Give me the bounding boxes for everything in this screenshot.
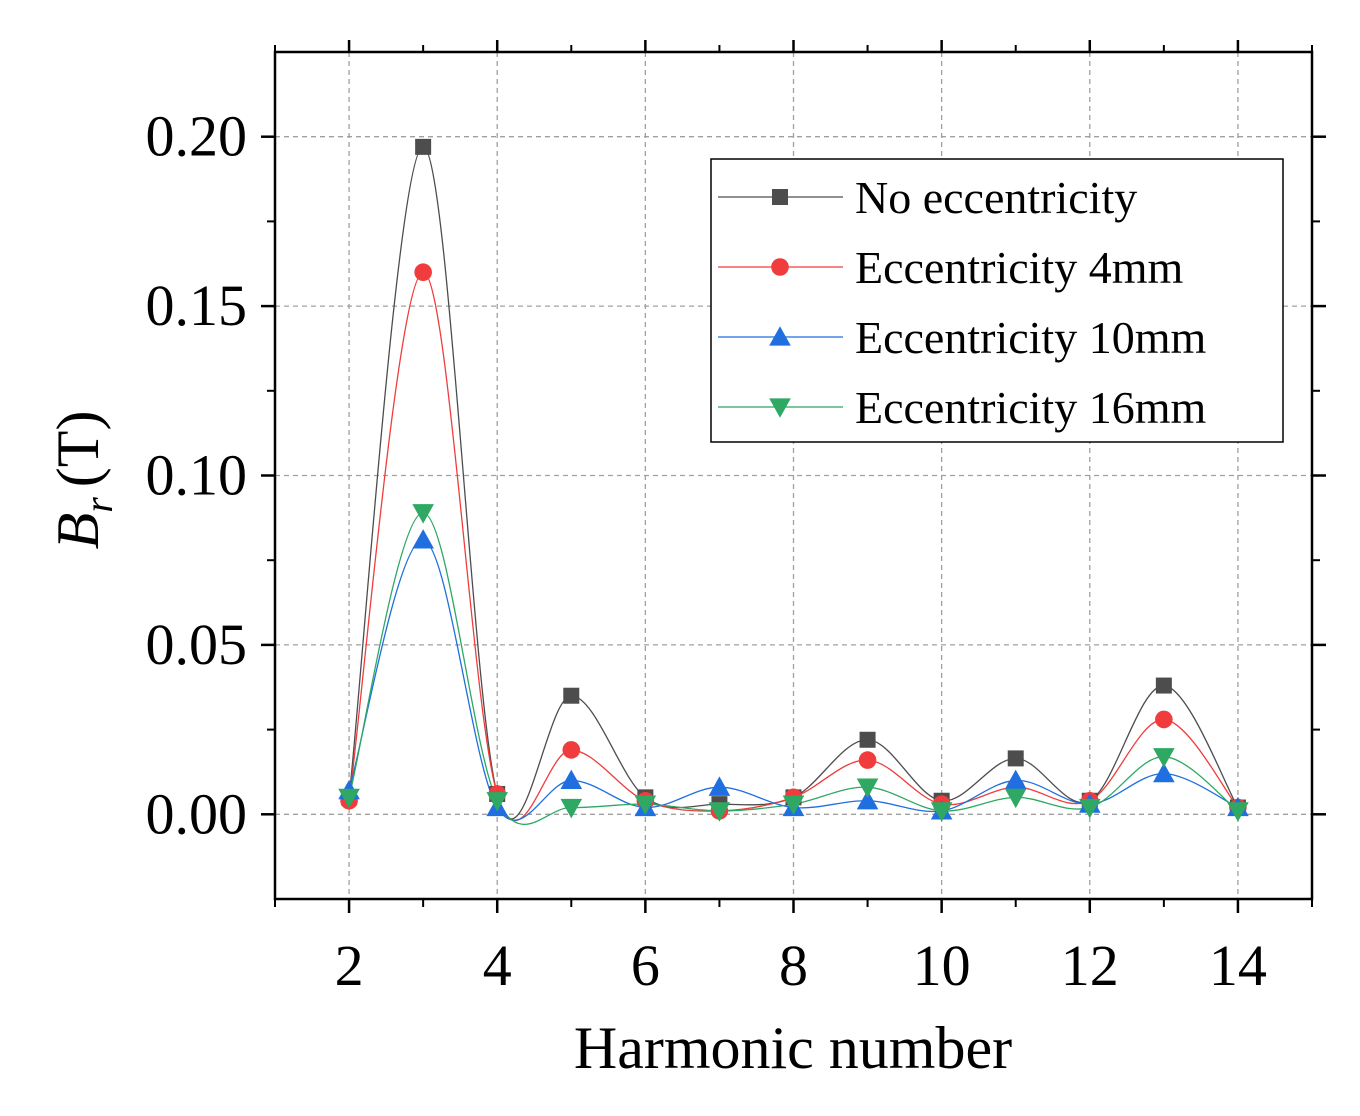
legend-label-4: Eccentricity 16mm (855, 382, 1206, 433)
data-markers (338, 138, 1249, 822)
data-point-series-4 (412, 504, 434, 524)
data-point-series-2 (414, 263, 432, 282)
x-tick-label: 14 (1209, 933, 1267, 998)
data-point-series-4 (1078, 798, 1101, 819)
grid-lines (275, 52, 1312, 899)
legend-box (710, 158, 1284, 443)
series-line-1 (348, 146, 1239, 820)
data-point-series-1 (1007, 750, 1024, 767)
data-point-series-4 (486, 792, 509, 812)
x-tick-label: 8 (779, 933, 808, 998)
x-tick-label: 2 (335, 933, 364, 998)
data-point-series-4 (1227, 802, 1249, 822)
data-point-series-1 (859, 731, 876, 748)
y-tick-label: 0.15 (146, 273, 248, 338)
data-point-series-4 (930, 802, 953, 822)
x-tick-label: 12 (1061, 933, 1119, 998)
y-tick-label: 0.10 (146, 443, 248, 508)
y-tick-label: 0.05 (146, 612, 248, 677)
legend-marker-2 (771, 258, 789, 276)
axis-labels: Harmonic number Br (T) (45, 411, 1012, 1081)
y-axis-title-subscript: r (76, 497, 121, 513)
data-point-series-3 (560, 769, 583, 790)
data-point-series-2 (858, 751, 877, 769)
y-tick-label: 0.20 (146, 104, 248, 169)
x-tick-label: 10 (913, 933, 971, 998)
data-point-series-4 (1004, 788, 1027, 809)
data-point-series-3 (412, 529, 434, 549)
data-point-series-4 (782, 795, 805, 815)
legend-label-3: Eccentricity 10mm (855, 312, 1206, 363)
legend-label-2: Eccentricity 4mm (855, 242, 1183, 293)
data-point-series-4 (856, 778, 879, 798)
data-point-series-4 (560, 798, 583, 819)
legend-marker-3 (769, 326, 791, 346)
y-tick-label: 0.00 (146, 781, 248, 846)
y-axis-title-symbol: B (45, 513, 111, 550)
x-tick-label: 4 (483, 933, 512, 998)
data-point-series-3 (708, 776, 731, 796)
data-point-series-4 (634, 795, 657, 815)
legend-marker-1 (772, 189, 788, 205)
data-point-series-3 (856, 789, 879, 810)
data-point-series-2 (1155, 710, 1173, 729)
series-line-3 (348, 539, 1239, 821)
y-axis-title-unit: (T) (45, 411, 111, 488)
y-axis-title: Br (T) (45, 411, 121, 550)
x-axis-title: Harmonic number (574, 1015, 1012, 1081)
data-point-series-3 (1153, 762, 1175, 783)
axes: 2 4 6 8 10 12 14 0.00 0.05 0.10 0.15 0.20 (146, 40, 1326, 998)
x-tick-label: 6 (631, 933, 660, 998)
data-point-series-4 (338, 788, 360, 809)
data-point-series-4 (1153, 748, 1175, 768)
data-point-series-1 (563, 687, 580, 704)
data-point-series-1 (415, 138, 432, 155)
data-point-series-4 (708, 802, 731, 822)
legend-marker-4 (769, 398, 791, 418)
data-point-series-3 (1004, 769, 1027, 790)
data-point-series-2 (562, 741, 581, 759)
legend: No eccentricity Eccentricity 4mm Eccentric… (710, 158, 1284, 443)
data-point-series-1 (1155, 677, 1172, 694)
legend-label-1: No eccentricity (855, 172, 1137, 223)
